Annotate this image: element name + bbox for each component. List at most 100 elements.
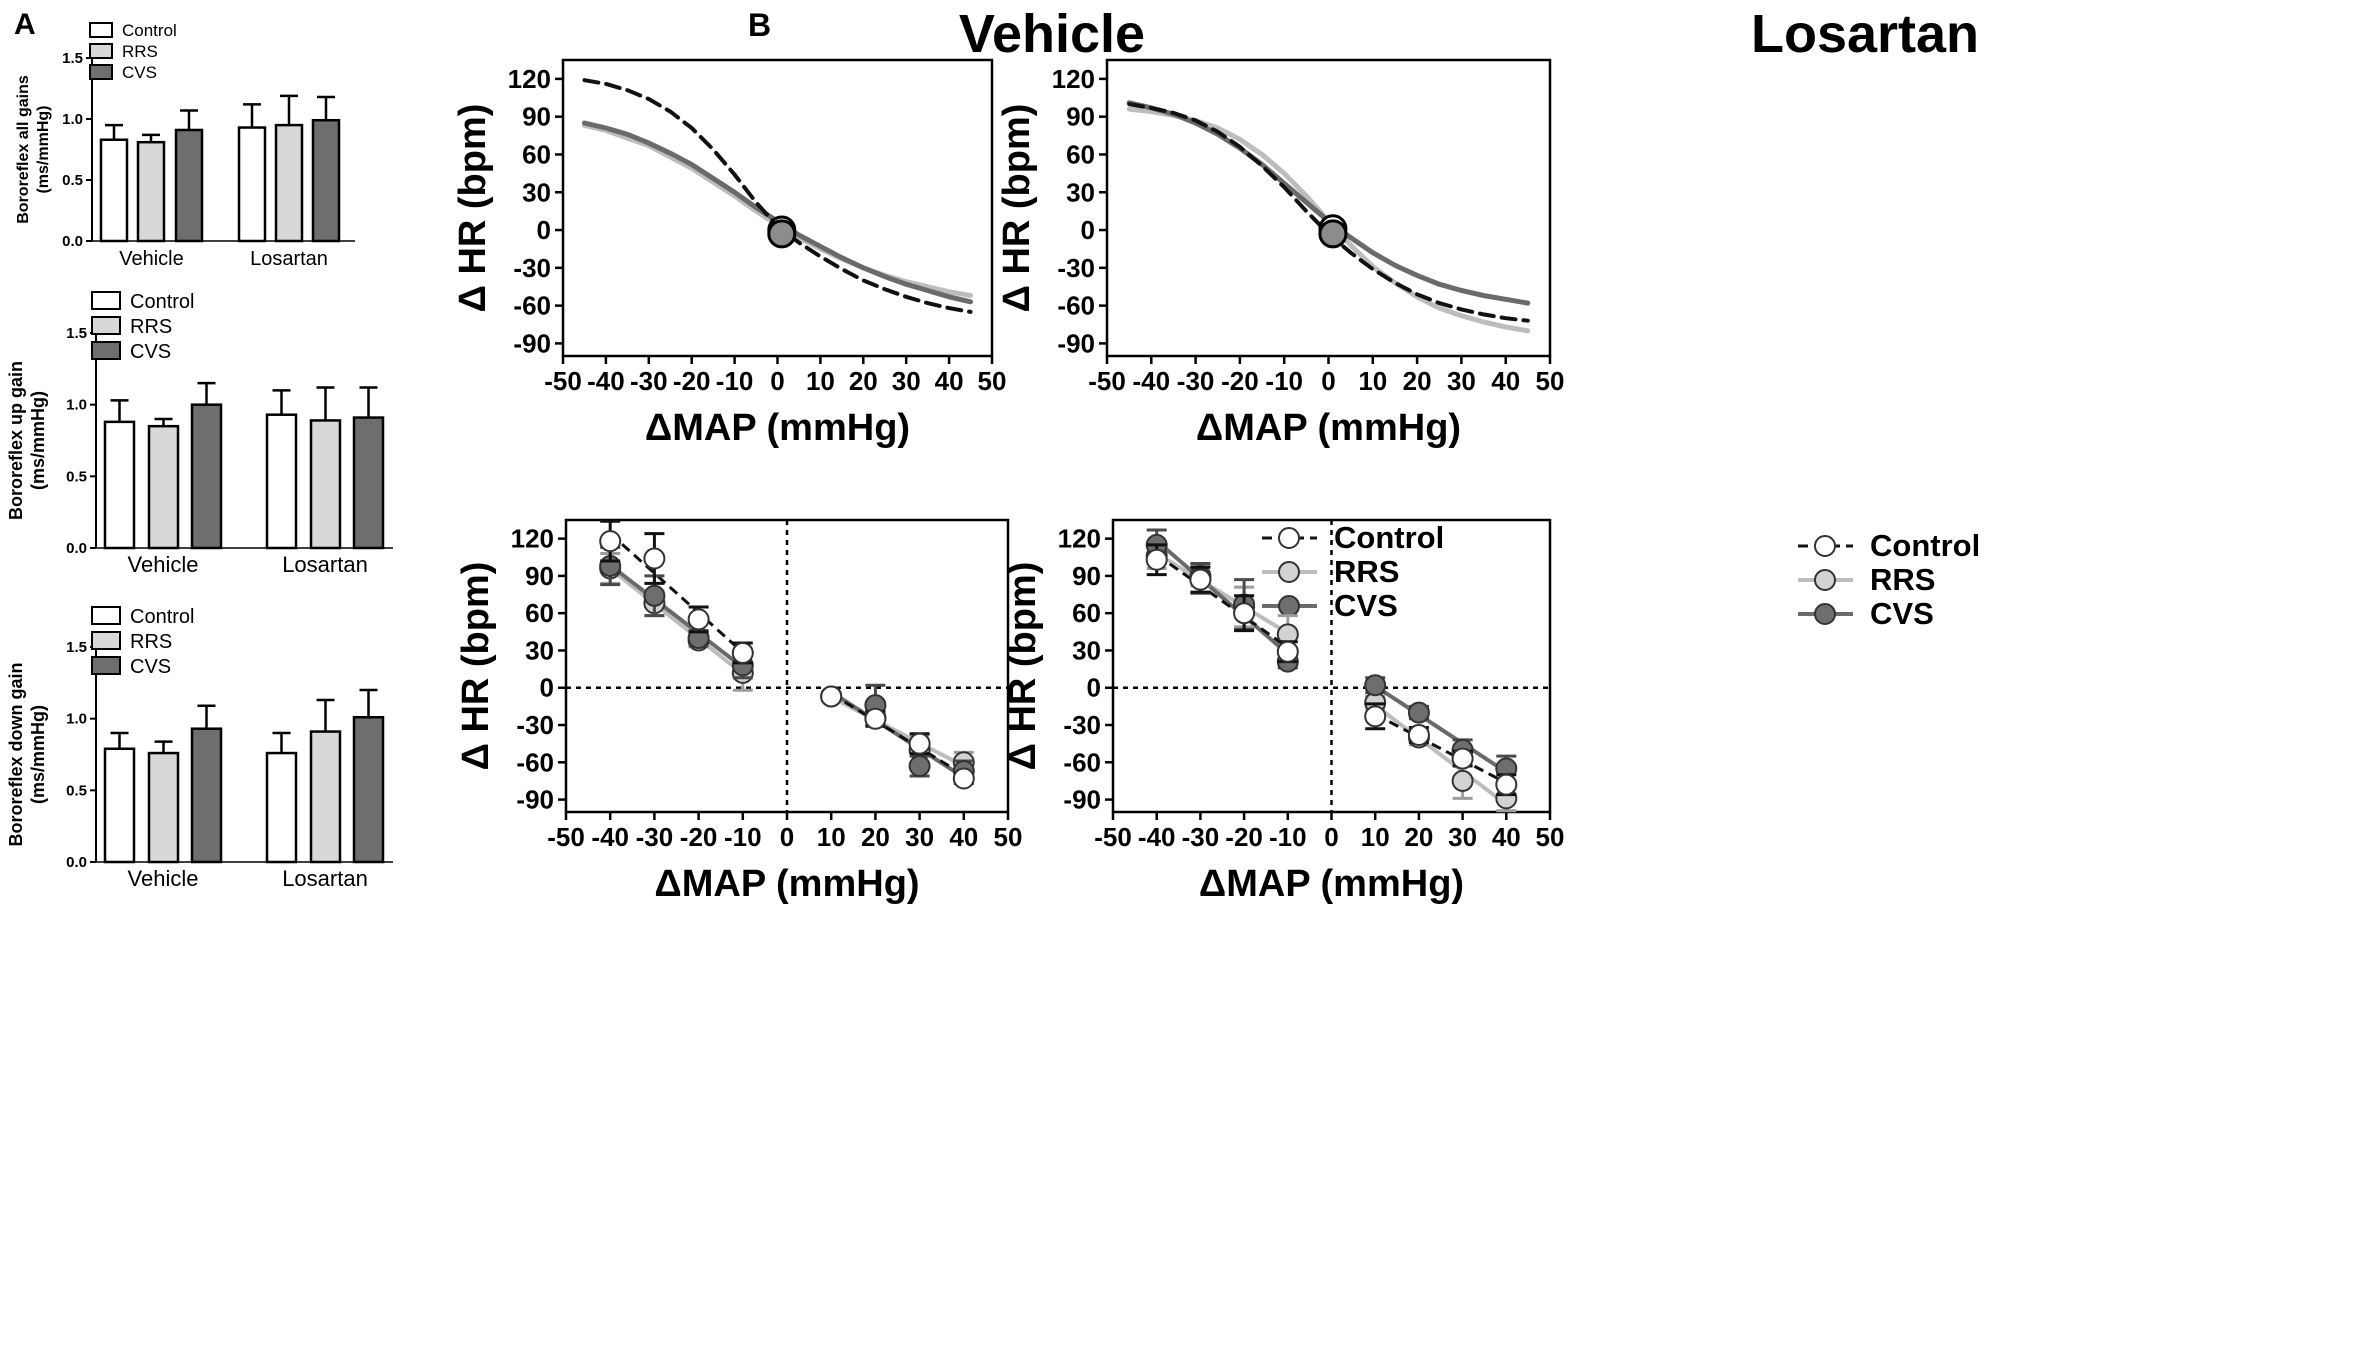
x-axis-label: ΔMAP (mmHg): [645, 407, 910, 449]
y-tick-label: 120: [508, 64, 551, 94]
y-axis-label: Bororeflex down gain: [6, 662, 26, 846]
regression-line-rrs: [608, 567, 745, 676]
x-tick-label: -30: [630, 366, 668, 396]
y-tick-label: 0.0: [66, 540, 87, 557]
legend-label-control: Control: [1334, 520, 1444, 555]
x-tick-label: 20: [1404, 822, 1433, 852]
bar-rrs: [274, 123, 304, 243]
point-control: [1233, 602, 1256, 625]
bar-rrs: [309, 730, 342, 864]
bar-control: [237, 126, 267, 243]
y-tick-label: 1.5: [62, 50, 83, 67]
category-label: Losartan: [250, 248, 328, 270]
x-tick-label: -40: [1133, 366, 1171, 396]
x-tick-label: 30: [1447, 366, 1476, 396]
point-cvs: [643, 584, 666, 607]
x-tick-label: 50: [978, 366, 1007, 396]
x-tick-label: -20: [1225, 822, 1263, 852]
legend-swatch-cvs: [91, 656, 121, 675]
bar-chart-all-gains: 0.0 0.5 1.0 1.5 Bororeflex all gains (ms/mmHg…: [15, 21, 355, 270]
x-tick-label: -40: [591, 822, 629, 852]
point-cvs: [908, 755, 931, 778]
point-control: [1276, 640, 1299, 663]
bar-control: [265, 751, 298, 864]
y-tick-label: 60: [525, 598, 554, 628]
y-tick-label: -60: [513, 291, 551, 321]
y-tick-label: 30: [522, 177, 551, 207]
x-tick-label: 40: [1491, 366, 1520, 396]
x-axis-label: ΔMAP (mmHg): [654, 863, 919, 905]
point-control: [599, 530, 622, 553]
point-control: [1189, 568, 1212, 591]
regression-line-control: [609, 532, 744, 654]
point-control: [687, 608, 710, 631]
scatter-chart-losartan: -50 -40 -30 -20 -10 0 10 20 30 40 501209060300-30-…: [1002, 518, 1980, 905]
x-tick-label: 50: [1536, 366, 1565, 396]
bar-cvs: [174, 128, 204, 243]
legend-label-cvs: CVS: [130, 656, 171, 678]
legend-marker-rrs: [1278, 561, 1300, 583]
legend-label-cvs: CVS: [1870, 596, 1934, 631]
legend-label-rrs: RRS: [130, 631, 172, 653]
x-tick-label: -20: [1221, 366, 1259, 396]
legend-swatch-control: [91, 606, 121, 625]
curve-chart-vehicle: -50 -40 -30 -20 -10 0 10 20 30 40 501209060300-30-…: [452, 58, 1007, 449]
point-control: [1495, 773, 1518, 796]
marker-cvs: [1318, 219, 1348, 249]
x-tick-label: 40: [1492, 822, 1521, 852]
x-tick-label: 10: [817, 822, 846, 852]
point-control: [1407, 723, 1430, 746]
x-tick-label: 20: [861, 822, 890, 852]
y-tick-label: -30: [516, 710, 554, 740]
category-label: Losartan: [282, 552, 368, 577]
bar-cvs: [190, 403, 223, 550]
point-control: [908, 732, 931, 755]
marker-cvs: [767, 219, 797, 249]
y-tick-label: 90: [1066, 102, 1095, 132]
y-tick-label: -60: [1057, 291, 1095, 321]
y-axis-label: (ms/mmHg): [28, 705, 48, 804]
bar-control: [103, 747, 136, 864]
scatter-chart-vehicle: -50 -40 -30 -20 -10 0 10 20 30 40 501209060300-30-…: [455, 518, 1444, 905]
y-tick-label: 1.0: [62, 111, 83, 128]
panel-label-a: A: [14, 8, 36, 41]
y-tick-label: 0: [1087, 673, 1101, 703]
x-tick-label: 0: [1324, 822, 1338, 852]
point-control: [731, 641, 754, 664]
bar-rrs: [147, 424, 180, 550]
y-tick-label: 30: [525, 635, 554, 665]
legend-label-rrs: RRS: [1870, 562, 1935, 597]
x-tick-label: -20: [673, 366, 711, 396]
legend-label-rrs: RRS: [122, 42, 158, 61]
category-label: Vehicle: [128, 552, 199, 577]
x-tick-label: -50: [1088, 366, 1126, 396]
bar-control: [265, 413, 298, 550]
bar-chart-down-gain: 0.0 0.5 1.0 1.5 Bororeflex down gain (ms/mmHg…: [6, 606, 393, 891]
x-tick-label: -10: [716, 366, 754, 396]
y-tick-label: -60: [1063, 747, 1101, 777]
regression-line-rrs: [1373, 703, 1508, 807]
category-label: Vehicle: [128, 866, 199, 891]
x-tick-label: -50: [547, 822, 585, 852]
legend-marker-control: [1814, 535, 1836, 557]
x-axis-label: ΔMAP (mmHg): [1199, 863, 1464, 905]
x-tick-label: 30: [1448, 822, 1477, 852]
x-tick-label: 50: [994, 822, 1023, 852]
y-tick-label: 1.5: [66, 639, 87, 656]
legend-swatch-cvs: [91, 341, 121, 360]
legend-swatch-control: [89, 22, 113, 38]
legend-label-rrs: RRS: [1334, 554, 1399, 589]
y-tick-label: 60: [1072, 598, 1101, 628]
bar-cvs: [352, 715, 385, 864]
y-axis-label: Bororeflex up gain: [6, 361, 26, 520]
legend-swatch-cvs: [89, 64, 113, 80]
x-tick-label: 0: [1321, 366, 1335, 396]
y-axis-label: Δ HR (bpm): [1002, 562, 1044, 771]
y-tick-label: -30: [1063, 710, 1101, 740]
y-tick-label: 30: [1066, 177, 1095, 207]
bar-cvs: [352, 416, 385, 550]
y-axis-label: (ms/mmHg): [35, 105, 52, 193]
regression-line-control: [1374, 713, 1507, 785]
x-tick-label: 10: [1358, 366, 1387, 396]
